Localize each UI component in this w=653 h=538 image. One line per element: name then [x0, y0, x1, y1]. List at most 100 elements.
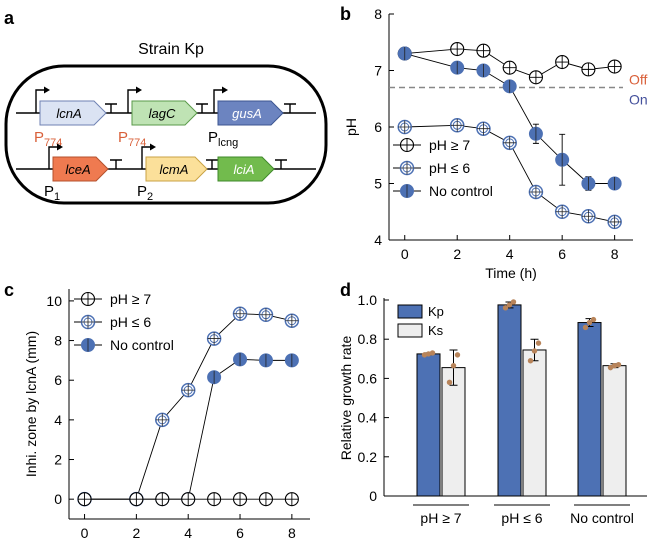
chart-c-inhibition-zone: 024680246810Time (h)Inhi. zone by lcnA (…	[23, 289, 310, 538]
bar-kp-2	[577, 322, 602, 497]
x-tick-label: 2	[132, 525, 140, 538]
gene-lceA	[52, 156, 109, 182]
data-point-cross	[529, 70, 543, 84]
data-point-cross	[181, 492, 195, 506]
replicate-dot	[535, 340, 542, 346]
y-tick-label: 0.6	[358, 370, 378, 386]
gene-gusA-label: gusA	[232, 106, 262, 121]
gene-lcmA	[145, 156, 208, 182]
data-point-cross	[608, 60, 622, 74]
strain-title: Strain Kp	[138, 41, 204, 58]
terminator-3	[284, 103, 296, 113]
data-point-cross	[581, 62, 595, 76]
promoter-arrowhead-5	[150, 143, 156, 151]
x-tick-label: 8	[611, 246, 619, 262]
x-tick-label: 8	[288, 525, 296, 538]
panel-label-b: b	[340, 4, 351, 24]
legend-label-2: No control	[429, 183, 493, 199]
category-label-0: pH ≥ 7	[420, 510, 461, 526]
y-tick-label: 7	[374, 63, 382, 79]
data-point-cross	[207, 492, 221, 506]
data-point-cross	[233, 307, 247, 321]
threshold-label-on: On	[629, 91, 648, 107]
promoter-arrowhead-3	[222, 86, 228, 94]
gene-lciA-label: lciA	[234, 162, 255, 177]
replicate-dot	[607, 364, 614, 371]
data-point-cross	[581, 209, 595, 223]
promoter-arrow-3	[213, 89, 224, 113]
replicate-dot	[527, 358, 534, 364]
data-point-cross	[476, 44, 490, 58]
x-tick-label: 4	[184, 525, 192, 538]
terminator-4	[110, 159, 122, 169]
bar-kp-1	[497, 304, 522, 497]
plasmid-outline	[4, 64, 328, 205]
y-tick-label: 8	[54, 333, 62, 349]
replicate-dot	[429, 350, 436, 356]
bar-kp-0	[416, 353, 441, 497]
gene-lceA-label: lceA	[65, 162, 90, 177]
category-label-2: No control	[570, 510, 634, 526]
y-tick-label: 6	[374, 119, 382, 135]
promoter-arrow-1	[35, 89, 46, 113]
y-tick-label: 4	[54, 412, 62, 428]
y-tick-label: 0	[369, 488, 377, 504]
promoter-arrowhead-1	[44, 86, 50, 94]
legend-label-0: Kp	[428, 304, 444, 319]
data-point-cross	[608, 215, 622, 229]
panel-label-a: a	[4, 8, 15, 28]
gene-lcnA	[39, 100, 107, 126]
category-label-1: pH ≤ 6	[501, 510, 542, 526]
terminator-5	[206, 159, 218, 169]
bar-ks-2	[602, 365, 627, 497]
y-tick-label: 5	[374, 176, 382, 192]
gene-lagC-label: lagC	[149, 106, 176, 121]
data-point-cross	[398, 120, 412, 134]
y-tick-label: 1.0	[358, 292, 378, 308]
promoter-label-p2: P2	[137, 183, 153, 203]
legend-marker-1-cross	[81, 315, 95, 329]
terminator-2	[196, 103, 208, 113]
promoter-label-p1: P1	[44, 183, 60, 203]
terminator-1	[105, 103, 117, 113]
y-axis-label: Inhi. zone by lcnA (mm)	[23, 331, 39, 477]
y-tick-label: 8	[374, 6, 382, 22]
data-point-cross	[450, 42, 464, 56]
legend-label-0: pH ≥ 7	[110, 291, 151, 307]
data-point-cross	[285, 314, 299, 328]
gene-lcmA-label: lcmA	[160, 162, 189, 177]
legend-label-0: pH ≥ 7	[429, 137, 470, 153]
gene-lcnA-label: lcnA	[56, 106, 81, 121]
panel-label-c: c	[4, 280, 14, 300]
promoter-arrow-2	[127, 89, 138, 113]
gene-gusA	[217, 100, 284, 126]
replicate-dot	[450, 362, 457, 369]
data-point-cross	[181, 383, 195, 397]
legend-marker-1-cross	[400, 161, 414, 175]
chart-b-ph-over-time: 0 2 4 6 8 4 5 6 7 8 Time (h) pH Off On pH ≥ 7 pH ≤ 6 No …	[343, 6, 648, 281]
replicate-dot	[615, 361, 622, 368]
y-tick-label: 6	[54, 372, 62, 388]
x-tick-label: 0	[81, 525, 89, 538]
gene-lciA	[217, 156, 275, 182]
threshold-label-off: Off	[629, 71, 648, 87]
y-tick-label: 4	[374, 232, 382, 248]
y-tick-label: 0	[54, 491, 62, 507]
legend-label-1: pH ≤ 6	[429, 160, 470, 176]
promoter-arrow-5	[141, 146, 152, 169]
replicate-dot	[506, 302, 513, 308]
data-point-cross	[207, 332, 221, 346]
data-point-cross	[155, 492, 169, 506]
legend-swatch-0	[397, 304, 423, 319]
data-point-cross	[555, 205, 569, 219]
x-tick-label: 0	[401, 246, 409, 262]
promoter-label-plcng: Plcng	[208, 129, 238, 149]
series-line-2	[84, 358, 292, 500]
replicate-dot	[446, 379, 453, 386]
promoter-arrowhead-2	[136, 86, 142, 94]
data-point-cross	[285, 492, 299, 506]
x-axis-label: Time (h)	[485, 265, 537, 281]
y-tick-label: 0.4	[358, 410, 378, 426]
replicate-dot	[510, 299, 517, 305]
